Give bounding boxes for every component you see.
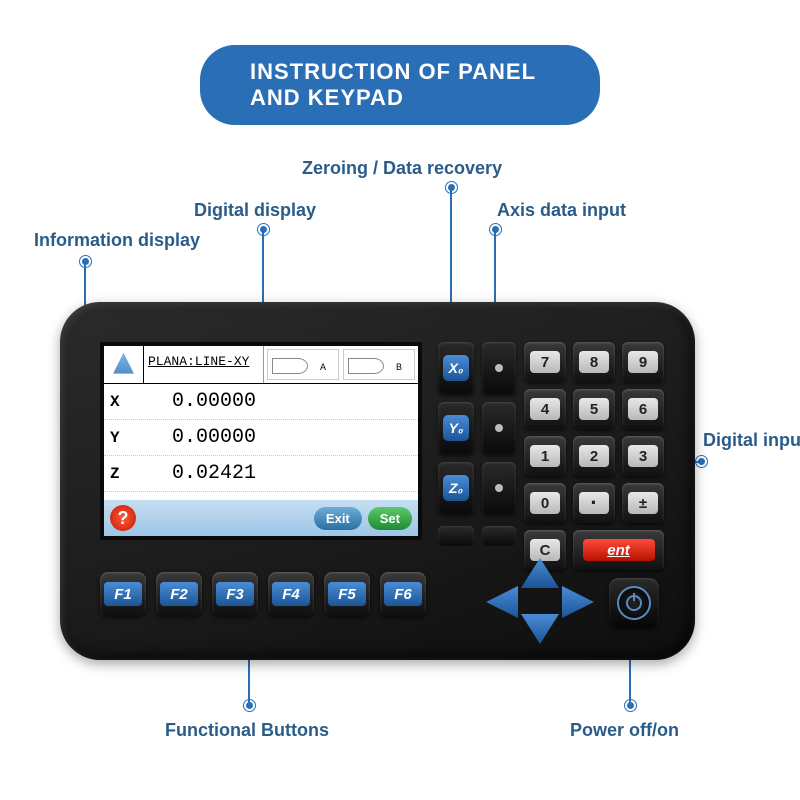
exit-button[interactable]: Exit [314,507,362,530]
callout-digital-input: Digital input [703,430,800,451]
axis-label: X [104,393,134,411]
zero-key-z[interactable]: Z₀ [438,462,474,514]
num-key-0[interactable]: 0 [524,483,566,523]
zeroing-column: X₀ Y₀ Z₀ [438,342,474,546]
function-key-f1[interactable]: F1 [100,572,146,616]
axis-input-key[interactable] [482,402,516,454]
zero-key-y[interactable]: Y₀ [438,402,474,454]
leader-dot [80,256,91,267]
leader-dot [696,456,707,467]
num-key-8[interactable]: 8 [573,342,615,382]
leader-dot [244,700,255,711]
device-panel: PLANA:LINE-XY A B X0.00000Y0.00000Z0.024… [60,302,695,660]
callout-functional-buttons: Functional Buttons [165,720,329,741]
axis-value: 0.02421 [134,462,264,485]
callout-axis-data-input: Axis data input [497,200,626,221]
num-key-4[interactable]: 4 [524,389,566,429]
callout-zeroing: Zeroing / Data recovery [302,158,502,179]
axis-value: 0.00000 [134,426,264,449]
numeric-keypad: 7894561230·±Cent [524,342,664,570]
num-key-1[interactable]: 1 [524,436,566,476]
axis-label: Y [104,429,134,447]
spare-key[interactable] [482,526,516,546]
callout-power: Power off/on [570,720,679,741]
function-key-f2[interactable]: F2 [156,572,202,616]
axis-value: 0.00000 [134,390,264,413]
zero-key-x[interactable]: X₀ [438,342,474,394]
axis-row: X0.00000 [104,384,418,420]
title-banner: INSTRUCTION OF PANEL AND KEYPAD [200,45,600,125]
leader-dot [490,224,501,235]
screen-title: PLANA:LINE-XY [144,346,264,383]
leader-dot [625,700,636,711]
function-keys-row: F1F2F3F4F5F6 [100,572,426,616]
power-button[interactable] [609,578,659,628]
axis-row: Z0.02421 [104,456,418,492]
function-key-f6[interactable]: F6 [380,572,426,616]
dpad [480,558,600,644]
num-key-5[interactable]: 5 [573,389,615,429]
function-key-f4[interactable]: F4 [268,572,314,616]
num-key-6[interactable]: 6 [622,389,664,429]
function-key-f5[interactable]: F5 [324,572,370,616]
num-key-3[interactable]: 3 [622,436,664,476]
arrow-right-button[interactable] [562,586,594,618]
axis-label: Z [104,465,134,483]
callout-information-display: Information display [34,230,200,251]
leader-dot [446,182,457,193]
logo-icon [104,346,144,383]
diagram-b: B [343,349,415,380]
callout-digital-display: Digital display [194,200,316,221]
arrow-down-button[interactable] [521,614,559,644]
axis-input-column [482,342,516,546]
axis-input-key[interactable] [482,342,516,394]
leader-dot [258,224,269,235]
decimal-key[interactable]: · [573,483,615,523]
power-icon [626,595,642,611]
help-icon[interactable]: ? [110,505,136,531]
diagram-a: A [267,349,339,380]
function-key-f3[interactable]: F3 [212,572,258,616]
num-key-2[interactable]: 2 [573,436,615,476]
set-button[interactable]: Set [368,507,412,530]
spare-key[interactable] [438,526,474,546]
axis-input-key[interactable] [482,462,516,514]
sign-key[interactable]: ± [622,483,664,523]
lcd-screen: PLANA:LINE-XY A B X0.00000Y0.00000Z0.024… [100,342,422,540]
axis-row: Y0.00000 [104,420,418,456]
num-key-7[interactable]: 7 [524,342,566,382]
arrow-left-button[interactable] [486,586,518,618]
num-key-9[interactable]: 9 [622,342,664,382]
arrow-up-button[interactable] [521,558,559,588]
